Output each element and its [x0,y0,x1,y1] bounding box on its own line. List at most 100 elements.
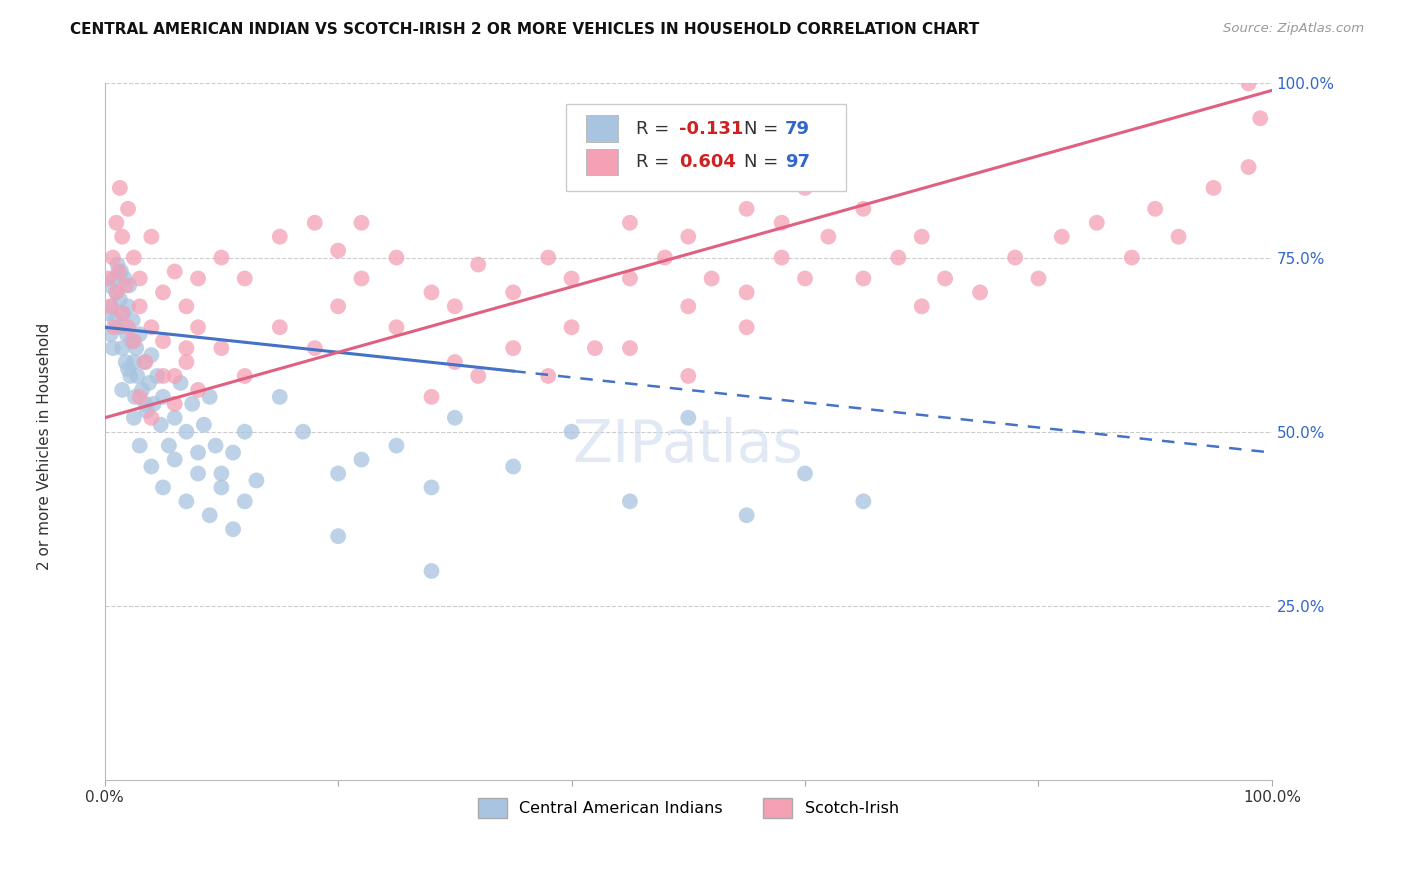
Point [209,251,232,265]
Point [176,355,198,369]
Point [700,271,723,285]
Point [326,244,349,258]
Point [770,251,793,265]
Point [169,376,191,390]
Point [163,452,186,467]
Point [817,229,839,244]
Point [735,202,758,216]
Point [100,299,122,313]
Point [193,417,215,432]
Point [114,278,136,293]
Point [134,355,156,369]
Point [583,341,606,355]
Point [420,480,443,494]
Point [152,480,174,494]
Point [128,439,150,453]
Point [561,271,583,285]
Point [444,355,467,369]
Point [107,264,129,278]
Point [117,320,139,334]
Point [209,467,232,481]
Point [233,494,256,508]
Point [141,348,163,362]
Bar [585,149,619,176]
Point [152,285,174,300]
Text: 97: 97 [785,153,810,171]
Point [1237,77,1260,91]
Point [97,271,120,285]
Legend: Central American Indians, Scotch-Irish: Central American Indians, Scotch-Irish [471,792,905,824]
Point [969,285,991,300]
Point [794,467,817,481]
Point [350,452,373,467]
Point [124,390,146,404]
Point [198,508,221,523]
Point [157,439,180,453]
Point [176,341,198,355]
Point [127,368,149,383]
Point [121,313,143,327]
Point [112,306,135,320]
Point [326,529,349,543]
Point [128,390,150,404]
Point [135,404,157,418]
Point [502,459,524,474]
Point [187,320,209,334]
Text: -0.131: -0.131 [679,120,744,137]
Point [111,306,134,320]
Point [122,410,145,425]
Point [176,494,198,508]
Point [794,181,817,195]
Point [108,293,131,307]
Point [1237,160,1260,174]
Point [467,258,489,272]
Point [163,368,186,383]
Point [122,251,145,265]
Point [1121,251,1143,265]
Point [110,264,132,278]
Point [887,251,910,265]
Point [131,383,153,397]
Point [1167,229,1189,244]
Point [209,480,232,494]
Point [326,299,349,313]
Point [420,285,443,300]
Point [1004,251,1026,265]
Point [561,320,583,334]
Point [678,410,700,425]
Text: N =: N = [744,120,785,137]
Point [1050,229,1073,244]
Text: 0.604: 0.604 [679,153,735,171]
Point [97,306,120,320]
Point [911,229,934,244]
Text: R =: R = [636,153,675,171]
Text: ZIPatlas: ZIPatlas [572,417,804,475]
Point [138,376,160,390]
Point [105,285,128,300]
Point [128,271,150,285]
Point [1202,181,1225,195]
Point [105,216,128,230]
Point [420,390,443,404]
Point [537,251,560,265]
Point [100,299,122,313]
Text: Source: ZipAtlas.com: Source: ZipAtlas.com [1223,22,1364,36]
Point [111,341,134,355]
Bar [585,115,619,142]
Point [245,474,267,488]
Point [619,341,641,355]
Point [502,341,524,355]
Point [187,467,209,481]
Point [122,334,145,348]
Point [118,278,141,293]
Point [117,202,139,216]
Point [233,271,256,285]
Point [115,327,138,342]
Point [101,251,124,265]
Point [181,397,204,411]
Point [444,410,467,425]
Point [120,368,142,383]
Point [852,202,875,216]
Point [269,390,291,404]
FancyBboxPatch shape [565,104,846,192]
